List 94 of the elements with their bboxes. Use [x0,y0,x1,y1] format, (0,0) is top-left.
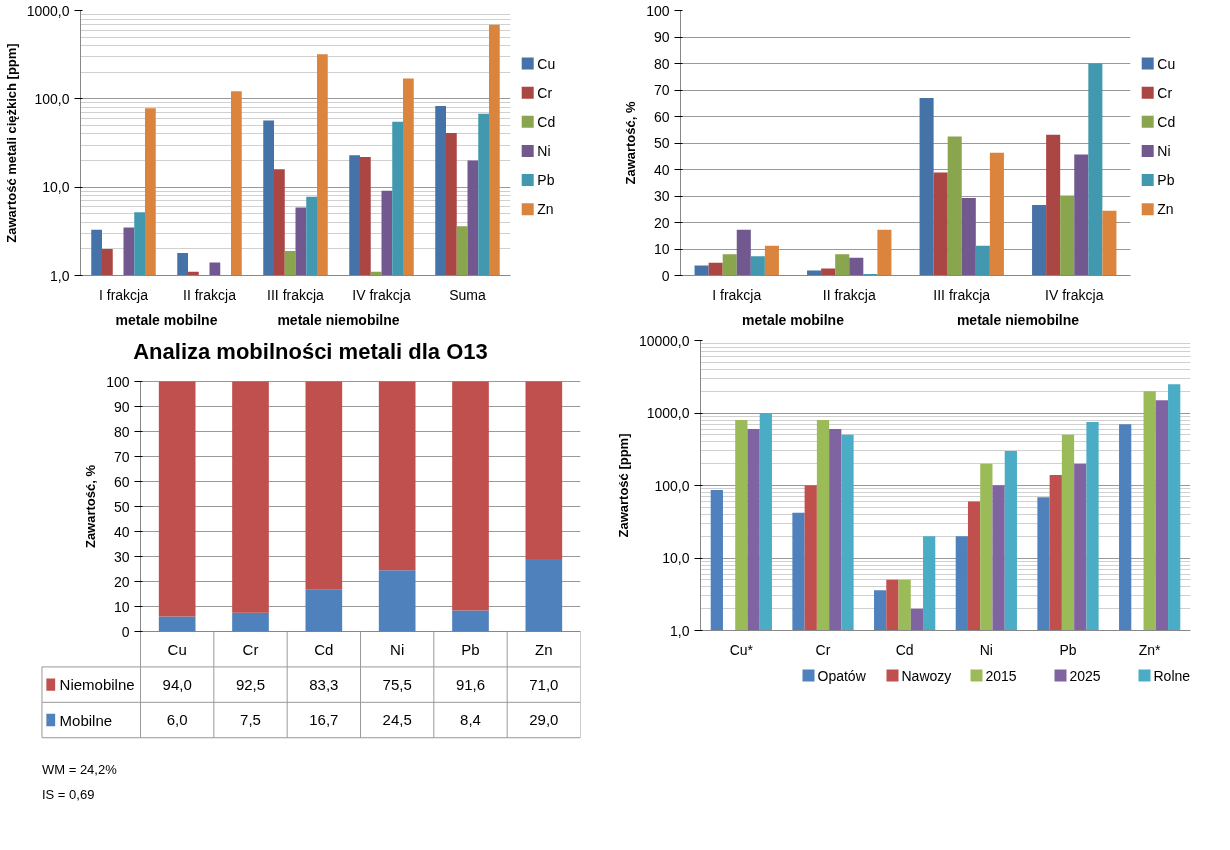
data-label: 24,5 [382,711,412,729]
chart-title: Analiza mobilności metali dla O13 [133,338,488,364]
legend-label: Mobilne [59,711,113,729]
x-tick-label: IV frakcja [352,286,411,303]
y-tick-label: 60 [653,108,670,125]
legend-label: Cu [537,55,556,72]
y-tick-label: 70 [653,82,670,98]
y-tick-label: 0 [121,623,130,640]
y-tick-label: 10,0 [42,179,70,196]
y-tick-label: 30 [113,548,130,565]
legend-label: Cr [1157,84,1173,101]
legend-label: Cr [537,84,553,101]
text: metale niemobilne [956,311,1080,328]
legend-label: Zn [1157,201,1174,218]
x-tick-label: III frakcja [933,286,991,303]
data-label: 83,3 [309,675,339,693]
y-tick-label: 50 [113,498,130,515]
y-tick-label: 50 [653,135,670,151]
x-tick-label: Cu [167,640,187,658]
y-axis-title: Zawartość, % [623,101,639,185]
y-tick-label: 80 [113,423,130,440]
y-tick-label: 100,0 [34,90,70,107]
y-tick-label: 0 [661,267,670,284]
x-tick-label: Pb [1059,641,1077,658]
x-tick-label: IV frakcja [1045,286,1104,303]
legend-label: Nawozy [901,667,952,684]
x-tick-label: Ni [979,641,993,658]
y-axis-title: Zawartość [ppm] [615,433,631,538]
legend-label: Pb [1157,172,1175,189]
y-tick-label: 40 [113,523,130,540]
data-label: 91,6 [455,675,486,693]
y-tick-label: 1,0 [50,267,70,284]
y-tick-label: 100 [106,373,130,390]
y-tick-label: 10 [113,598,130,615]
legend-label: Opatów [817,667,867,684]
y-tick-label: 100 [646,2,670,19]
x-tick-label: Cd [314,640,334,658]
legend-label: Cu [1157,55,1176,72]
x-tick-label: Ni [390,640,405,658]
x-tick-label: Cr [242,640,259,658]
x-tick-label: II frakcja [822,286,876,303]
x-tick-label: Cd [895,641,914,658]
x-tick-label: Suma [449,286,486,303]
y-tick-label: 80 [653,55,670,72]
data-label: 94,0 [162,675,192,693]
legend-label: Cd [1157,113,1176,130]
y-tick-label: 1,0 [670,622,690,639]
y-tick-label: 10,0 [662,550,690,566]
x-tick-label: Cu* [729,641,754,658]
legend-label: Zn [537,201,554,218]
y-axis-title: Zawartość metali ciężkich [ppm] [3,43,19,243]
y-tick-label: 90 [113,398,130,415]
x-tick-label: Zn [535,640,553,658]
data-label: 6,0 [166,711,188,729]
y-tick-label: 1000,0 [26,2,70,19]
data-label: 16,7 [309,711,339,729]
data-label: 71,0 [529,675,559,693]
legend-label: Rolne [1153,667,1191,684]
x-tick-label: II frakcja [183,286,237,303]
y-axis-title: Zawartość, % [83,464,99,549]
x-tick-label: I frakcja [712,286,762,303]
y-tick-label: 10000,0 [638,332,690,349]
data-label: 8,4 [460,711,481,729]
x-tick-label: I frakcja [98,286,149,303]
y-tick-label: 20 [113,573,130,590]
legend-label: 2015 [985,667,1017,684]
y-tick-label: 10 [653,241,670,257]
legend-label: Cd [537,113,556,130]
legend-label: Pb [537,172,555,189]
legend-label: Ni [537,142,551,159]
text: IS = 0,69 [41,786,95,802]
data-label: 7,5 [240,711,261,729]
y-tick-label: 90 [653,29,670,45]
legend-label: Niemobilne [59,676,135,694]
data-label: 92,5 [235,675,266,693]
x-tick-label: Pb [461,640,480,658]
x-tick-label: Zn* [1138,641,1162,658]
y-tick-label: 30 [653,188,670,204]
text: metale mobilne [115,311,218,328]
text: WM = 24,2% [41,762,118,778]
text: metale mobilne [742,311,845,328]
y-tick-label: 1000,0 [646,405,690,421]
y-tick-label: 20 [653,214,670,231]
legend-label: 2025 [1069,667,1101,684]
text: metale niemobilne [277,311,400,328]
legend-label: Ni [1157,142,1171,159]
y-tick-label: 70 [113,448,130,465]
y-tick-label: 40 [653,161,670,178]
data-label: 75,5 [382,675,412,693]
x-tick-label: III frakcja [267,286,325,303]
data-label: 29,0 [529,711,559,729]
y-tick-label: 100,0 [654,477,690,494]
y-tick-label: 60 [113,473,130,490]
x-tick-label: Cr [815,641,831,658]
